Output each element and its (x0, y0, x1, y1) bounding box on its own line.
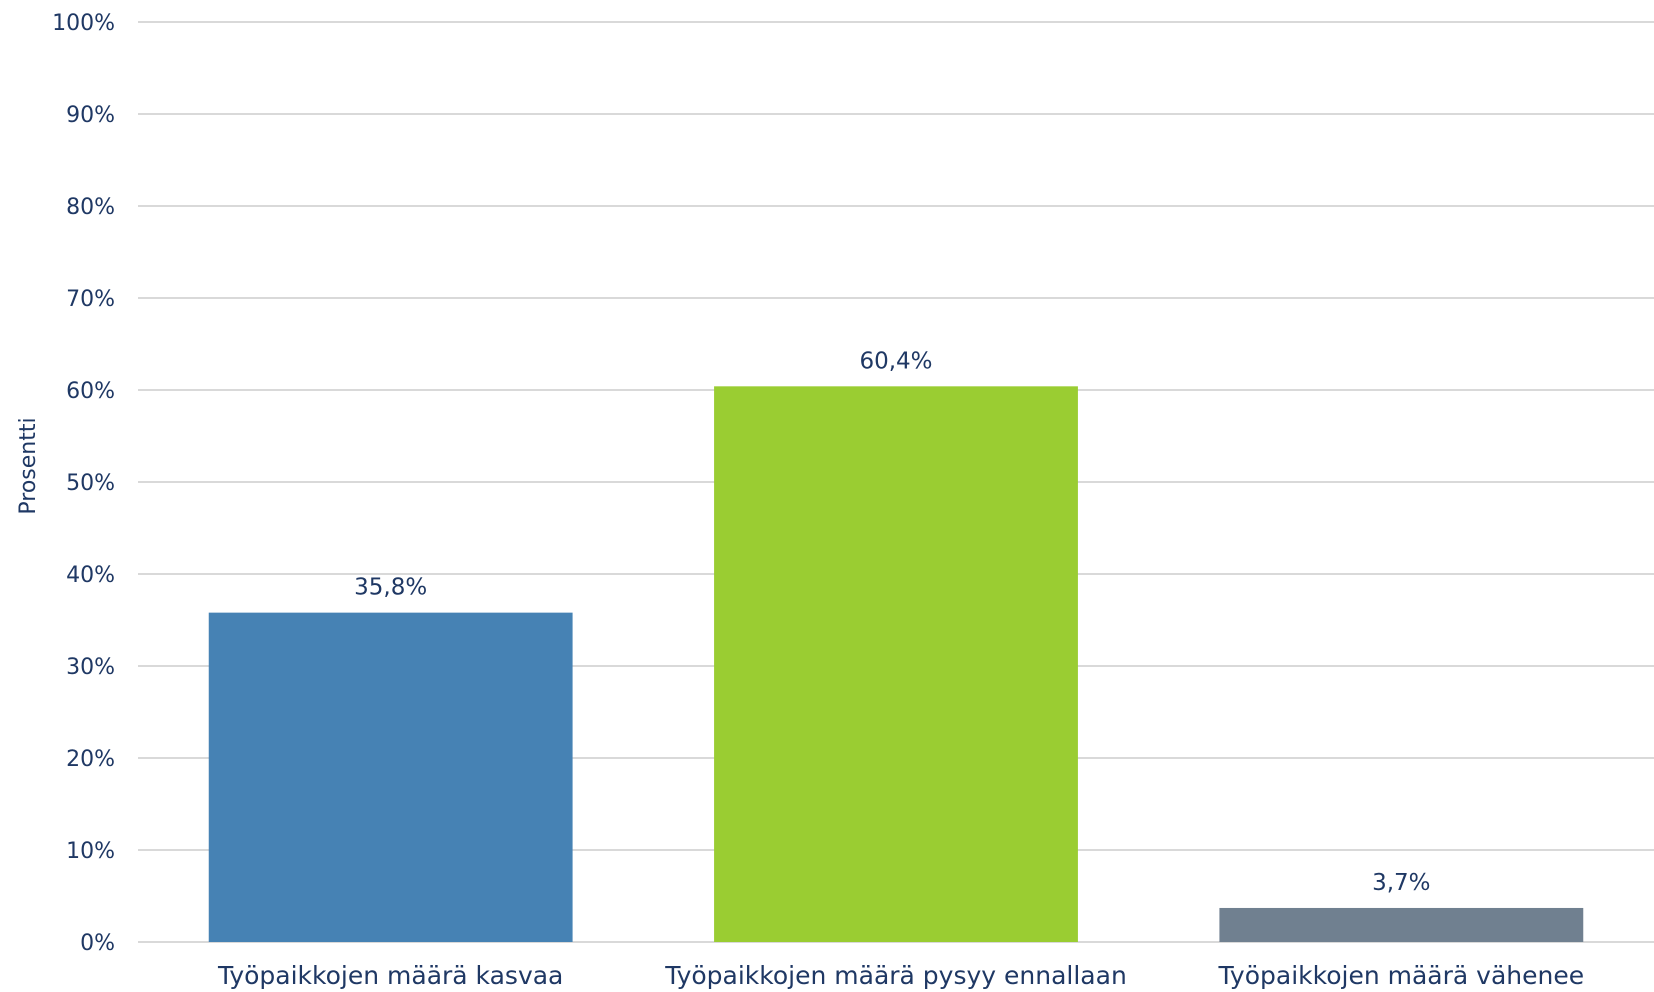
bars (208, 386, 1584, 942)
data-labels: 35,8% 60,4% 3,7% (354, 348, 1430, 896)
y-tick-label: 50% (66, 471, 115, 496)
category-label-1: Työpaikkojen määrä kasvaa (217, 961, 563, 990)
y-axis-title: Prosentti (16, 417, 41, 514)
y-tick-label: 10% (66, 839, 115, 864)
y-tick-label: 30% (66, 655, 115, 680)
y-tick-label: 40% (66, 563, 115, 588)
bar-1 (208, 612, 573, 942)
y-tick-label: 90% (66, 103, 115, 128)
data-label-3: 3,7% (1372, 870, 1430, 896)
y-tick-label: 0% (80, 931, 115, 956)
data-label-2: 60,4% (859, 348, 932, 374)
y-tick-label: 80% (66, 195, 115, 220)
y-tick-label: 70% (66, 287, 115, 312)
y-tick-label: 20% (66, 747, 115, 772)
y-tick-label: 60% (66, 379, 115, 404)
category-label-3: Työpaikkojen määrä vähenee (1218, 961, 1585, 990)
y-axis-ticks: 0% 10% 20% 30% 40% 50% 60% 70% 80% 90% 100% (52, 11, 115, 956)
data-label-1: 35,8% (354, 575, 427, 601)
category-labels: Työpaikkojen määrä kasvaa Työpaikkojen mä… (217, 961, 1584, 990)
bar-3 (1219, 907, 1584, 942)
bar-2 (714, 386, 1078, 942)
y-tick-label: 100% (52, 11, 115, 36)
category-label-2: Työpaikkojen määrä pysyy ennallaan (664, 961, 1127, 990)
